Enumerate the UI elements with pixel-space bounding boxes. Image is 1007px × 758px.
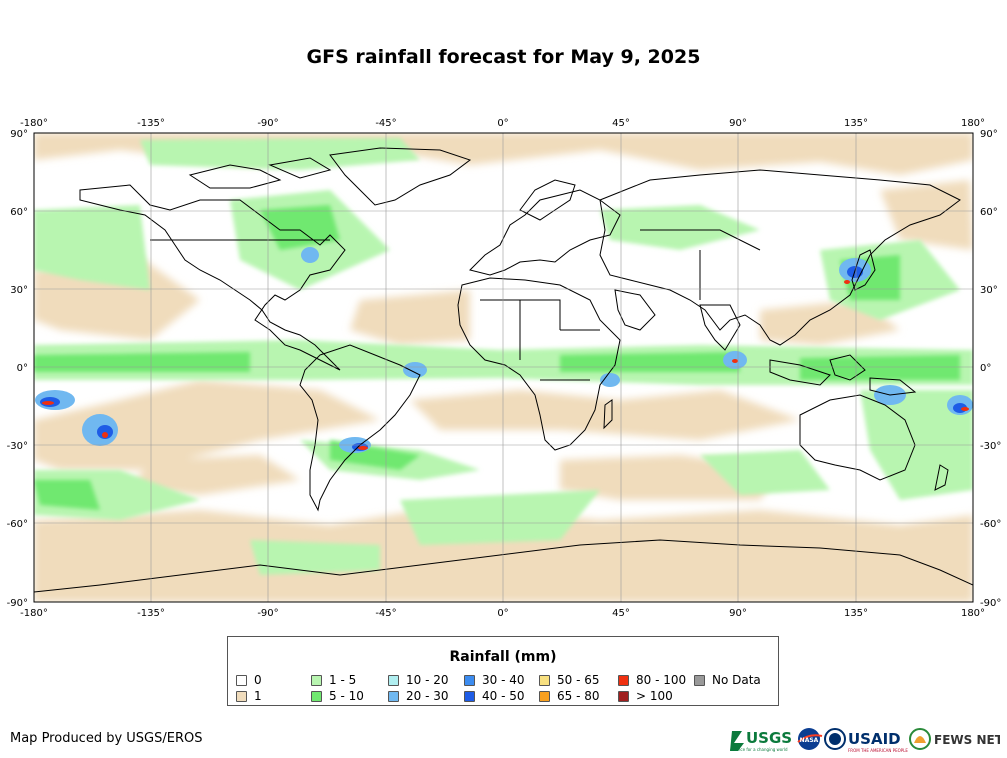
lon-tick-top: 180° — [961, 118, 985, 129]
legend-label: 80 - 100 — [636, 673, 687, 687]
left-lat-ticks: 90° 60° 30° 0° -30° -60° -90° — [7, 129, 28, 609]
fewsnet-text: FEWS NET — [934, 733, 1000, 747]
rainfall-legend: Rainfall (mm) 0 1 1 - 5 5 - 10 10 - 20 2… — [227, 636, 779, 706]
legend-swatch — [539, 674, 550, 686]
nasa-text: NASA — [800, 737, 819, 744]
legend-item-80-100: 80 - 100 — [618, 673, 686, 687]
lon-tick-bottom: 45° — [612, 608, 630, 619]
legend-swatch — [236, 674, 247, 686]
legend-swatch — [464, 674, 475, 686]
usgs-text: USGS — [746, 729, 792, 747]
right-lat-ticks: 90° 60° 30° 0° -30° -60° -90° — [980, 129, 1001, 609]
legend-label: > 100 — [636, 689, 673, 703]
lat-tick-right: -90° — [980, 598, 1001, 609]
legend-swatch — [464, 690, 475, 702]
legend-label: 10 - 20 — [406, 673, 449, 687]
legend-item-0: 0 — [236, 673, 262, 687]
lat-tick-left: -30° — [7, 441, 28, 452]
rain-80-100mm-layer — [42, 280, 969, 450]
lon-tick-bottom: 135° — [844, 608, 868, 619]
lon-tick-bottom: -90° — [257, 608, 278, 619]
legend-swatch — [388, 674, 399, 686]
lon-tick-top: 135° — [844, 118, 868, 129]
fewsnet-logo: FEWS NET — [909, 728, 1000, 750]
legend-swatch — [539, 690, 550, 702]
legend-item-20-30: 20 - 30 — [388, 689, 449, 703]
legend-item-30-40: 30 - 40 — [464, 673, 525, 687]
legend-items: 0 1 1 - 5 5 - 10 10 - 20 20 - 30 30 - 40… — [236, 673, 776, 705]
lat-tick-left: 0° — [17, 363, 28, 374]
legend-item-50-65: 50 - 65 — [539, 673, 600, 687]
lon-tick-top: -135° — [137, 118, 165, 129]
legend-swatch — [388, 690, 399, 702]
map-credit: Map Produced by USGS/EROS — [10, 731, 203, 746]
lon-tick-top: 90° — [729, 118, 747, 129]
legend-label: 20 - 30 — [406, 689, 449, 703]
coastlines — [34, 147, 973, 593]
lat-tick-right: 30° — [980, 285, 998, 296]
legend-swatch — [236, 690, 247, 702]
lon-tick-bottom: -180° — [20, 608, 48, 619]
usgs-tagline: science for a changing world — [730, 747, 788, 752]
map-frame — [33, 132, 974, 603]
lon-tick-top: -45° — [375, 118, 396, 129]
agency-logos: USGS science for a changing world NASA U… — [730, 728, 1000, 753]
lon-tick-top: -90° — [257, 118, 278, 129]
lon-tick-top: -180° — [20, 118, 48, 129]
legend-label: 40 - 50 — [482, 689, 525, 703]
legend-swatch — [618, 674, 629, 686]
legend-item-5-10: 5 - 10 — [311, 689, 364, 703]
legend-label: 65 - 80 — [557, 689, 600, 703]
lon-tick-bottom: -45° — [375, 608, 396, 619]
lon-tick-bottom: 0° — [497, 608, 508, 619]
usaid-text: USAID — [848, 730, 901, 748]
rainfall-field — [34, 133, 973, 602]
bottom-lon-ticks: -180° -135° -90° -45° 0° 45° 90° 135° 18… — [20, 608, 985, 619]
lat-tick-left: 90° — [10, 129, 28, 140]
lon-tick-top: 0° — [497, 118, 508, 129]
legend-item-40-50: 40 - 50 — [464, 689, 525, 703]
legend-item-1: 1 — [236, 689, 262, 703]
legend-label: 0 — [254, 673, 262, 687]
legend-item-10-20: 10 - 20 — [388, 673, 449, 687]
lon-tick-bottom: -135° — [137, 608, 165, 619]
lon-tick-bottom: 180° — [961, 608, 985, 619]
legend-item-65-80: 65 - 80 — [539, 689, 600, 703]
legend-label: 1 — [254, 689, 262, 703]
usaid-tagline: FROM THE AMERICAN PEOPLE — [848, 748, 908, 753]
map-title: GFS rainfall forecast for May 9, 2025 — [306, 46, 701, 68]
lat-tick-left: -90° — [7, 598, 28, 609]
lat-tick-right: 90° — [980, 129, 998, 140]
lat-tick-right: -60° — [980, 519, 1001, 530]
lat-tick-right: -30° — [980, 441, 1001, 452]
nasa-logo: NASA — [797, 728, 823, 750]
legend-swatch — [694, 674, 705, 686]
lon-tick-top: 45° — [612, 118, 630, 129]
legend-label: 5 - 10 — [329, 689, 364, 703]
usaid-logo: USAID FROM THE AMERICAN PEOPLE — [824, 728, 908, 753]
legend-label: 30 - 40 — [482, 673, 525, 687]
lat-tick-right: 0° — [980, 363, 991, 374]
legend-title: Rainfall (mm) — [449, 649, 557, 665]
legend-item-1-5: 1 - 5 — [311, 673, 356, 687]
legend-swatch — [311, 690, 322, 702]
legend-swatch — [618, 690, 629, 702]
lon-tick-bottom: 90° — [729, 608, 747, 619]
lat-tick-left: 60° — [10, 207, 28, 218]
lat-tick-left: 30° — [10, 285, 28, 296]
legend-item-over-100: > 100 — [618, 689, 673, 703]
graticule — [34, 133, 973, 602]
lat-tick-right: 60° — [980, 207, 998, 218]
lat-tick-left: -60° — [7, 519, 28, 530]
legend-label: 50 - 65 — [557, 673, 600, 687]
usgs-logo: USGS science for a changing world — [730, 729, 792, 752]
legend-label: No Data — [712, 673, 761, 687]
legend-swatch — [311, 674, 322, 686]
legend-label: 1 - 5 — [329, 673, 357, 687]
legend-item-no-data: No Data — [694, 673, 761, 687]
top-lon-ticks: -180° -135° -90° -45° 0° 45° 90° 135° 18… — [20, 118, 985, 129]
